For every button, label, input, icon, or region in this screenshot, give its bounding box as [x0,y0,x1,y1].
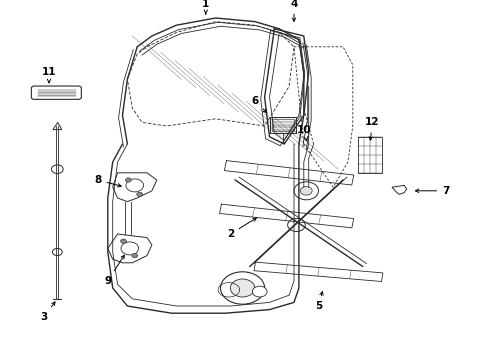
Circle shape [300,186,312,195]
Circle shape [121,239,126,243]
Circle shape [252,286,267,297]
Text: 8: 8 [95,175,121,187]
Text: 11: 11 [42,67,56,83]
Text: 12: 12 [365,117,380,140]
Circle shape [220,272,265,304]
Bar [270,117,296,133]
Circle shape [125,178,131,182]
Text: 9: 9 [104,255,124,286]
Circle shape [137,192,143,197]
Text: 6: 6 [251,96,267,112]
Polygon shape [108,234,152,263]
Circle shape [51,165,63,174]
Text: 4: 4 [290,0,298,21]
Polygon shape [53,122,62,130]
Circle shape [230,279,255,297]
Text: 3: 3 [41,302,55,322]
Text: 5: 5 [315,292,323,311]
Polygon shape [392,185,407,194]
Polygon shape [113,173,157,202]
FancyBboxPatch shape [31,86,81,99]
Text: 10: 10 [296,125,311,140]
Text: 2: 2 [227,218,256,239]
Circle shape [288,219,305,231]
Circle shape [294,182,318,200]
Circle shape [121,242,139,255]
Circle shape [126,179,144,192]
Circle shape [52,248,62,256]
Bar [272,119,294,131]
Text: 1: 1 [202,0,209,14]
Circle shape [132,253,138,258]
Text: 7: 7 [416,186,450,196]
